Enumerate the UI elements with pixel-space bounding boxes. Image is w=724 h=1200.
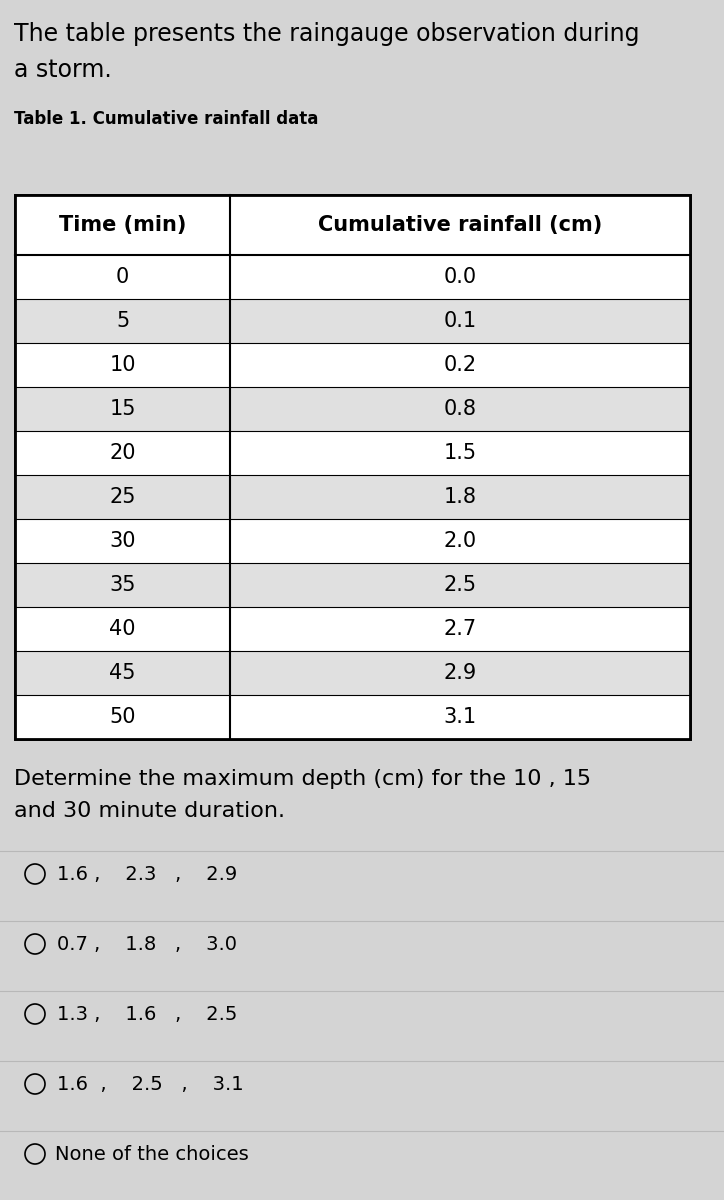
Bar [15,650,690,695]
Text: 0.1: 0.1 [443,311,476,331]
Text: The table presents the raingauge observation during: The table presents the raingauge observa… [14,22,639,46]
Text: 0.0: 0.0 [443,266,476,287]
Bar [15,194,690,254]
Text: 20: 20 [109,443,136,463]
Bar [15,475,690,518]
Text: 2.0: 2.0 [443,530,476,551]
Bar [15,343,690,386]
Bar [15,194,690,739]
Text: 50: 50 [109,707,136,727]
Text: 40: 40 [109,619,136,638]
Text: Table 1. Cumulative rainfall data: Table 1. Cumulative rainfall data [14,110,319,128]
Text: None of the choices: None of the choices [55,1145,249,1164]
Bar [15,194,690,739]
Text: 5: 5 [116,311,129,331]
Bar [15,607,690,650]
Text: 45: 45 [109,662,136,683]
Text: 1.3 ,    1.6   ,    2.5: 1.3 , 1.6 , 2.5 [57,1004,237,1024]
Text: a storm.: a storm. [14,58,111,82]
Text: 35: 35 [109,575,136,595]
Text: 2.9: 2.9 [443,662,476,683]
Text: 1.6  ,    2.5   ,    3.1: 1.6 , 2.5 , 3.1 [57,1074,243,1093]
Text: 3.1: 3.1 [443,707,476,727]
Text: 30: 30 [109,530,136,551]
Bar [15,431,690,475]
Text: 2.5: 2.5 [443,575,476,595]
Text: 25: 25 [109,487,136,506]
Bar [15,299,690,343]
Text: and 30 minute duration.: and 30 minute duration. [14,802,285,821]
Text: Time (min): Time (min) [59,215,186,235]
Text: Cumulative rainfall (cm): Cumulative rainfall (cm) [318,215,602,235]
Text: 1.6 ,    2.3   ,    2.9: 1.6 , 2.3 , 2.9 [57,864,237,883]
Bar [15,563,690,607]
Bar [15,254,690,299]
Text: 0.8: 0.8 [444,398,476,419]
Text: 2.7: 2.7 [443,619,476,638]
Text: 1.5: 1.5 [443,443,476,463]
Bar [15,695,690,739]
Text: 15: 15 [109,398,136,419]
Text: Determine the maximum depth (cm) for the 10 , 15: Determine the maximum depth (cm) for the… [14,769,591,790]
Text: 0.2: 0.2 [443,355,476,374]
Text: 0.7 ,    1.8   ,    3.0: 0.7 , 1.8 , 3.0 [57,935,237,954]
Text: 0: 0 [116,266,129,287]
Bar [15,518,690,563]
Text: 10: 10 [109,355,136,374]
Bar [15,386,690,431]
Text: 1.8: 1.8 [444,487,476,506]
